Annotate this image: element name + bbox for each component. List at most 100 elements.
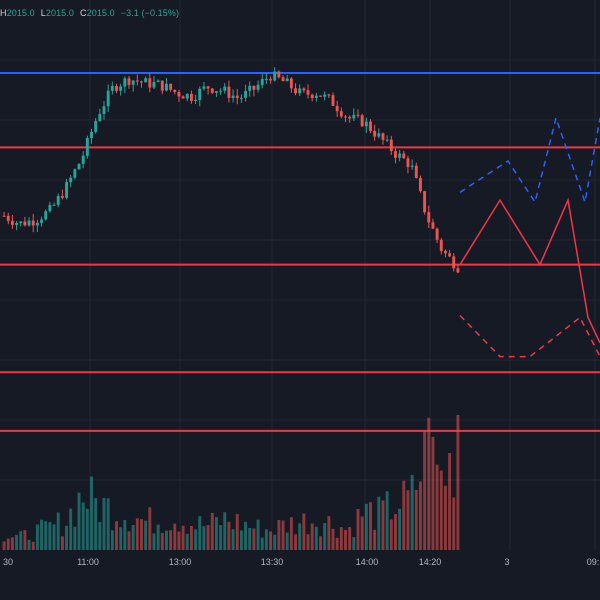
candle-body: [160, 80, 164, 91]
volume-bar: [298, 523, 302, 550]
candle-body: [56, 195, 60, 205]
volume-bar: [277, 520, 281, 550]
volume-bar: [2, 541, 6, 550]
volume-bar: [31, 541, 35, 550]
candle-body: [119, 86, 123, 91]
candle-body: [289, 78, 293, 89]
volume-bar: [119, 527, 123, 550]
volume-bar: [48, 522, 52, 550]
volume-bar: [40, 519, 44, 550]
candle-body: [156, 80, 160, 83]
time-axis-label: 14:00: [356, 557, 379, 567]
candle-body: [377, 133, 381, 137]
volume-bar: [35, 524, 39, 550]
candle-body: [210, 88, 214, 93]
candle-body: [439, 239, 443, 251]
volume-bar: [23, 530, 27, 550]
volume-bar: [252, 528, 256, 550]
volume-bar: [115, 521, 118, 550]
candle-body: [10, 220, 14, 225]
candle-body: [456, 268, 460, 273]
candle-body: [244, 90, 248, 98]
candle-body: [77, 163, 81, 170]
volume-bar: [169, 530, 173, 550]
candle-body: [273, 71, 277, 81]
volume-bar: [189, 525, 193, 550]
candle-body: [369, 121, 372, 131]
candle-body: [302, 88, 306, 91]
volume-bar: [273, 534, 277, 550]
volume-bar: [248, 527, 252, 550]
candle-body: [385, 139, 389, 141]
candle-body: [364, 121, 368, 127]
candle-body: [331, 95, 335, 106]
volume-bar: [244, 521, 248, 550]
volume-bar: [123, 519, 127, 550]
volume-bar: [102, 497, 106, 550]
candle-body: [398, 153, 402, 158]
volume-bar: [423, 431, 427, 550]
candle-body: [223, 86, 227, 91]
candle-body: [227, 86, 231, 98]
time-axis-label: 09:: [587, 557, 600, 567]
candle-body: [402, 153, 406, 159]
volume-bar: [394, 514, 397, 550]
candle-body: [106, 90, 110, 107]
candle-body: [189, 93, 193, 101]
projection-dashed-lower: [459, 314, 600, 358]
candle-body: [202, 86, 206, 89]
volume-bar: [185, 533, 189, 550]
candle-body: [65, 182, 68, 198]
volume-bar: [10, 537, 14, 550]
volume-bar: [256, 519, 260, 550]
candle-body: [319, 95, 322, 97]
candle-body: [144, 78, 148, 83]
candle-body: [127, 78, 131, 85]
volume-bar: [289, 517, 293, 550]
candle-body: [443, 250, 447, 254]
candle-body: [40, 219, 44, 223]
candle-body: [152, 82, 156, 88]
volume-bar: [360, 516, 364, 550]
time-axis: 30 11:00 13:00 13:30 14:00 14:20 3 09:: [3, 557, 599, 567]
volume-bar: [227, 521, 231, 550]
horizontal-levels: [0, 72, 600, 432]
volume-bar: [406, 490, 410, 550]
volume-bar: [260, 537, 264, 550]
candle-body: [389, 139, 393, 152]
candle-body: [352, 114, 356, 119]
volume-bar: [264, 529, 268, 550]
candle-body: [44, 211, 48, 220]
volume-bar: [94, 498, 98, 550]
candle-body: [348, 116, 352, 119]
volume-bar: [69, 508, 73, 550]
candle-body: [81, 155, 85, 164]
volume-bar: [369, 502, 372, 550]
candle-body: [256, 84, 260, 90]
volume-bar: [427, 417, 431, 550]
volume-bar: [344, 529, 347, 550]
volume-bar: [198, 516, 202, 550]
volume-bar: [156, 524, 160, 550]
volume-bar: [110, 530, 114, 550]
candle-body: [27, 220, 31, 226]
volume-bar: [239, 530, 243, 550]
time-axis-label: 13:30: [261, 557, 284, 567]
volume-bar: [448, 453, 452, 550]
volume-bar: [165, 530, 168, 550]
time-axis-label: 30: [3, 557, 13, 567]
volume-bar: [81, 502, 85, 550]
time-axis-label: 3: [504, 557, 509, 567]
volume-bar: [148, 507, 152, 550]
candle-body: [344, 116, 347, 118]
candle-body: [373, 130, 377, 137]
volume-bar: [206, 525, 210, 550]
candle-body: [115, 86, 118, 91]
candle-body: [452, 256, 456, 269]
volume-bar: [177, 531, 181, 550]
volume-bar: [152, 533, 156, 550]
candle-body: [31, 220, 35, 226]
volume-bar: [44, 521, 48, 550]
